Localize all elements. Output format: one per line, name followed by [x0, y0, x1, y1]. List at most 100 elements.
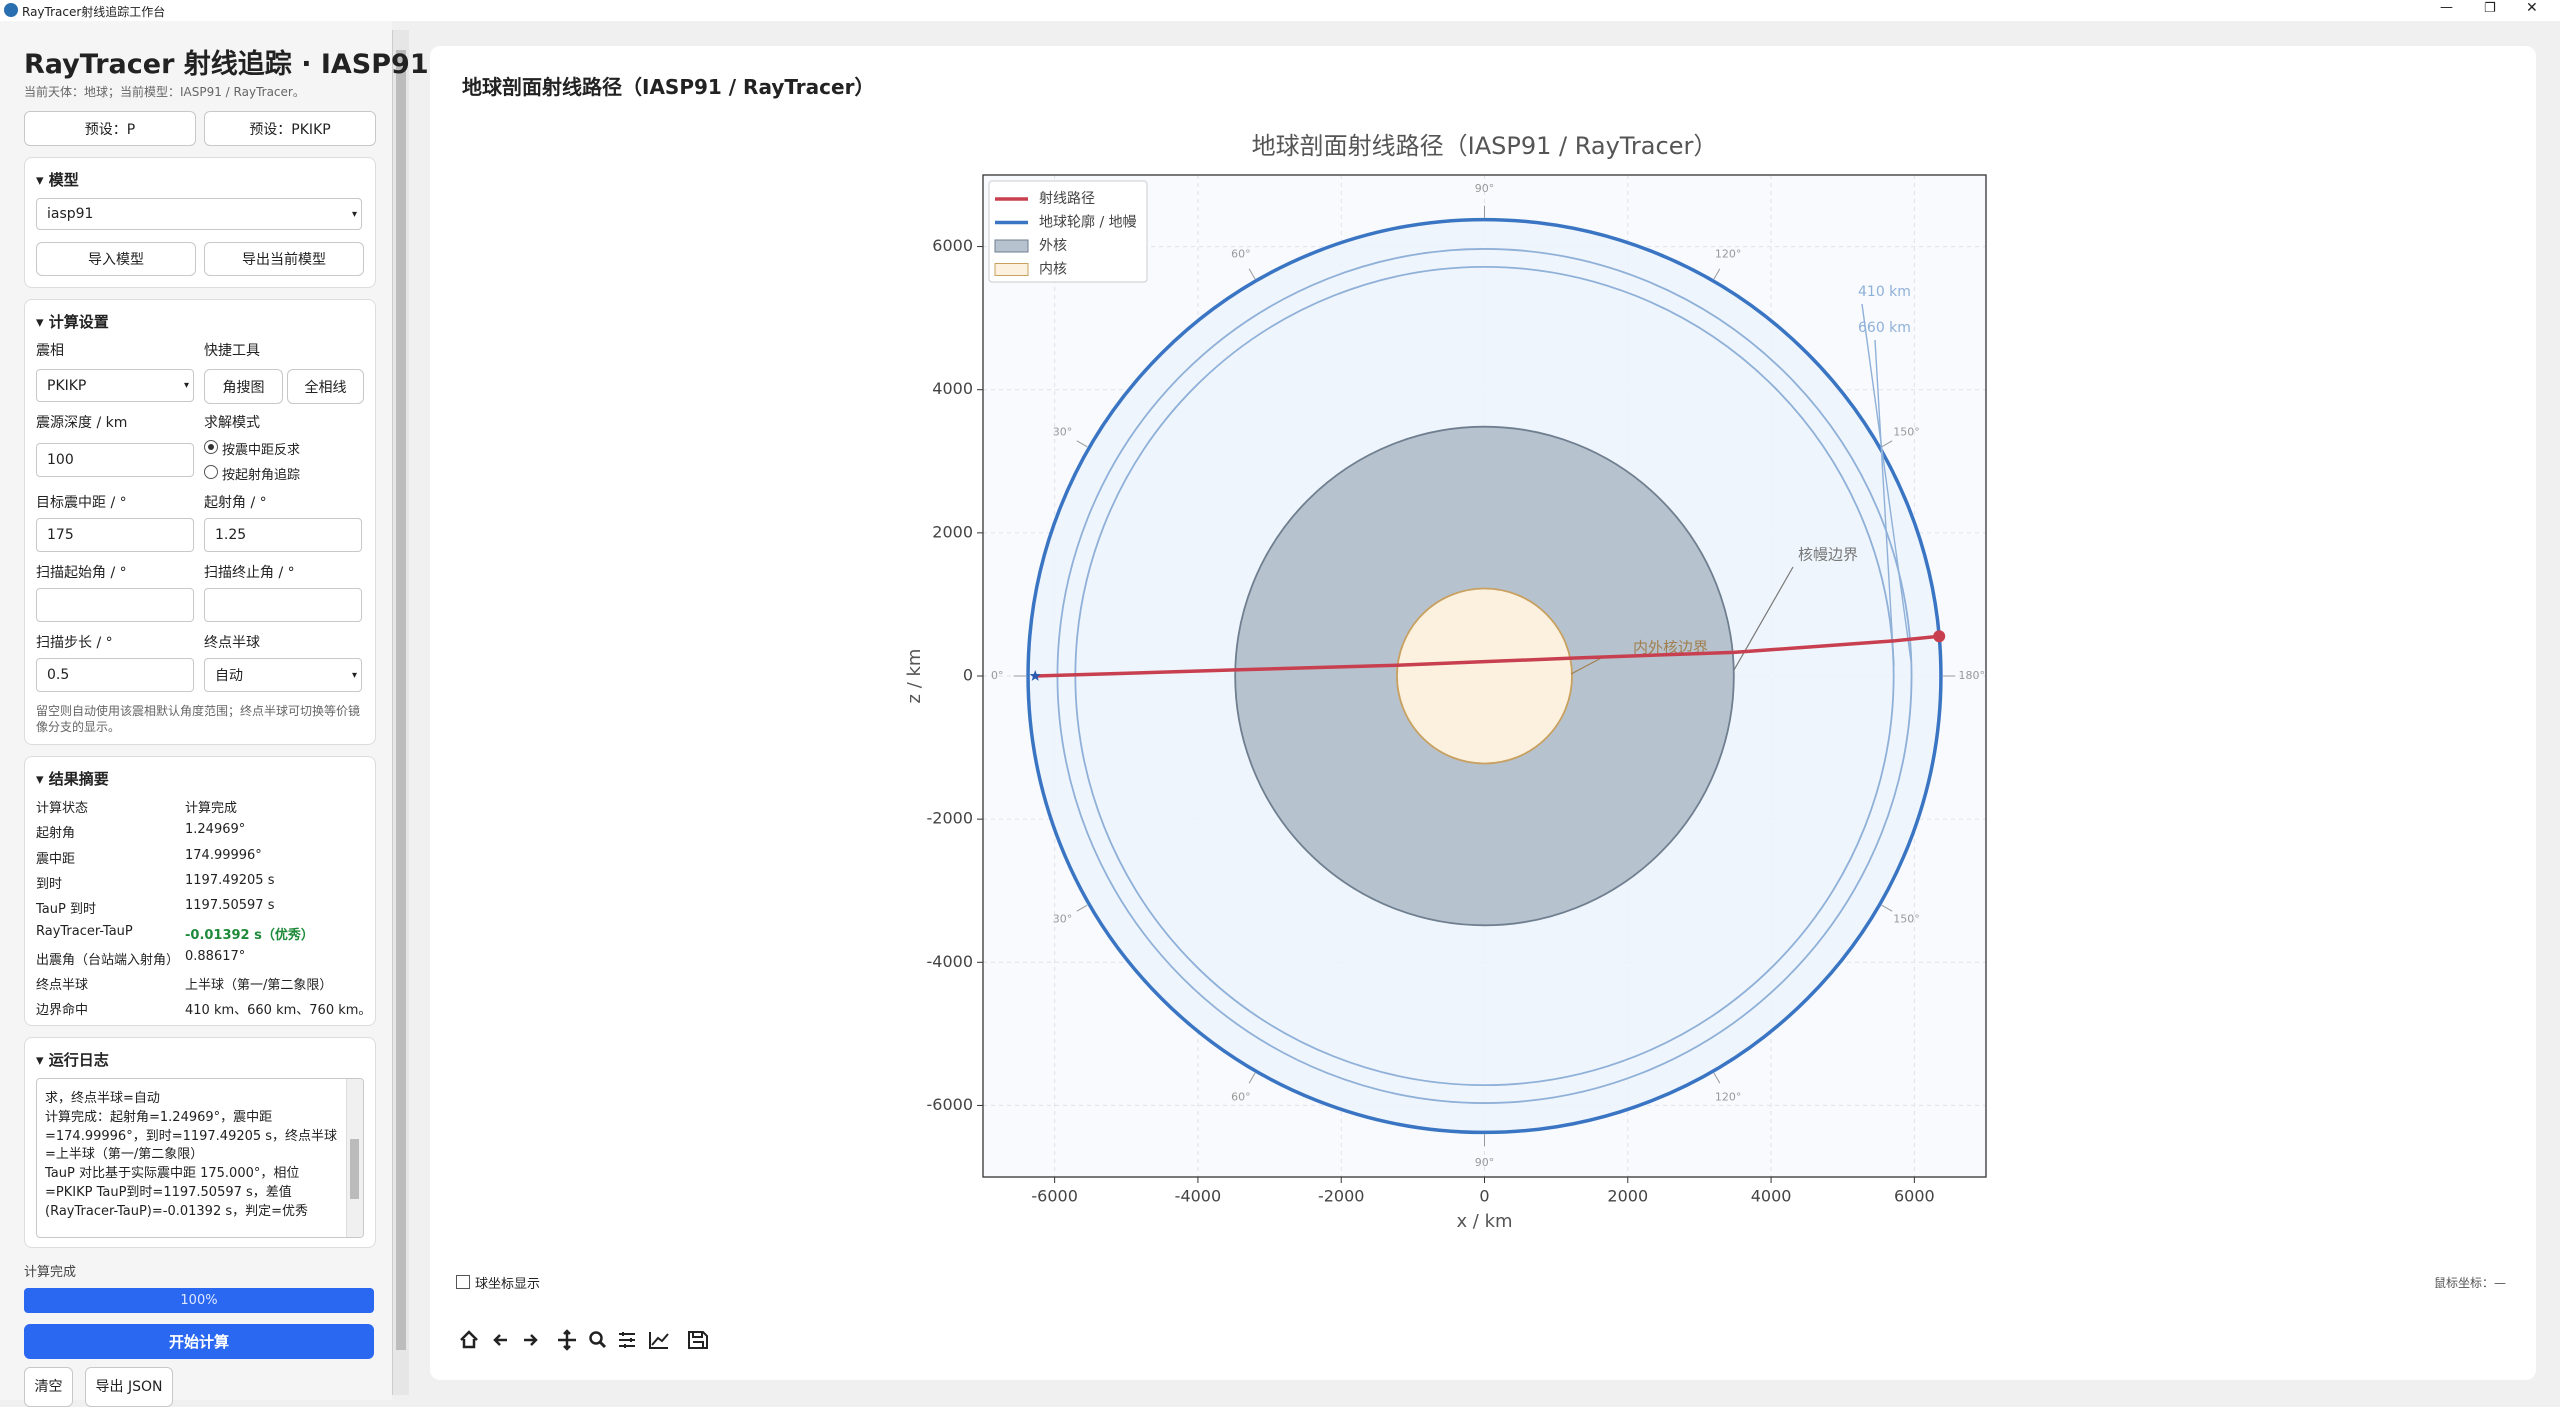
radio[interactable] [204, 465, 218, 479]
scrollbar[interactable] [392, 30, 409, 1395]
summary-key: 计算状态 [36, 801, 89, 816]
radio-label: 按震中距反求 [222, 443, 301, 458]
distance-input[interactable]: 175 [36, 518, 194, 552]
log-line: =PKIKP TauP到时=1197.50597 s，差值 [45, 1185, 292, 1200]
takeoff-input[interactable]: 1.25 [204, 518, 362, 552]
angle-label: 30° [1053, 912, 1073, 925]
sidebar-title: RayTracer 射线追踪 · IASP91 / [24, 49, 448, 80]
field-label: 快捷工具 [204, 343, 260, 359]
scan-start-input[interactable] [36, 588, 194, 622]
log-line: =174.99996°，到时=1197.49205 s，终点半球 [45, 1128, 338, 1144]
angle-label: 90° [1475, 1156, 1495, 1169]
zoom-icon[interactable] [589, 1331, 607, 1349]
ray-path [1035, 634, 1940, 678]
angle-label: 0° [991, 669, 1004, 682]
angle-tick [1076, 904, 1088, 912]
axes-icon[interactable] [649, 1332, 669, 1349]
checkbox[interactable] [456, 1275, 470, 1289]
progress-text: 100% [180, 1293, 218, 1308]
angle-tick [1881, 440, 1893, 448]
y-axis-label: z / km [904, 649, 925, 704]
summary-key: 边界命中 [36, 1003, 89, 1019]
field-label: 震相 [36, 343, 64, 359]
x-tick-label: 6000 [1894, 1187, 1935, 1206]
log-line: (RayTracer-TauP)=-0.01392 s，判定=优秀 [45, 1203, 309, 1219]
summary-value: -0.01392 s（优秀） [185, 927, 314, 943]
summary-value: 上半球（第一/第二象限） [185, 978, 333, 994]
export-model-button[interactable]: 导出当前模型 [204, 242, 364, 276]
pan-icon[interactable] [558, 1329, 576, 1351]
legend-label: 内核 [1039, 262, 1067, 278]
home-icon[interactable] [460, 1330, 478, 1349]
station-marker [1933, 630, 1946, 643]
x-tick-label: -2000 [1318, 1187, 1365, 1206]
log-area[interactable]: 求，终点半球=自动 计算完成：起射角=1.24969°，震中距 =174.99996… [36, 1078, 364, 1238]
model-select[interactable]: iasp91 ▾ [36, 198, 362, 230]
summary-key: 终点半球 [36, 978, 89, 994]
restore[interactable]: ❐ [2484, 1, 2496, 16]
back-icon[interactable] [493, 1334, 507, 1346]
summary-key: RayTracer-TauP [36, 923, 133, 939]
step-input[interactable]: 0.5 [36, 658, 194, 692]
configure-icon[interactable] [619, 1332, 635, 1348]
run-button[interactable]: 开始计算 [24, 1324, 374, 1359]
summary-key: 起射角 [36, 826, 76, 842]
panel-header: 地球剖面射线路径（IASP91 / RayTracer） [462, 75, 875, 99]
tool-button[interactable]: 全相线 [287, 369, 364, 404]
angle-tick [1248, 1072, 1256, 1084]
summary-box [24, 756, 376, 1026]
minimize[interactable]: — [2440, 0, 2453, 15]
summary-value: 1197.50597 s [185, 898, 275, 914]
title-bar: RayTracer射线追踪工作台 — ❐ ✕ [0, 0, 2560, 21]
phase-select[interactable]: PKIKP ▾ [36, 369, 194, 402]
boundary-label: 核幔边界 [1798, 546, 1858, 564]
save-icon[interactable] [688, 1331, 708, 1349]
angle-label: 150° [1893, 426, 1920, 439]
log-line: 计算完成：起射角=1.24969°，震中距 [45, 1109, 273, 1125]
hemisphere-select[interactable]: 自动 ▾ [204, 658, 362, 692]
x-tick-label: 0 [1479, 1187, 1489, 1206]
header-text: 结果摘要 [48, 770, 109, 788]
tool-button[interactable]: 角搜图 [204, 369, 283, 404]
scroll-thumb[interactable] [396, 50, 406, 1350]
y-tick-label: 6000 [932, 236, 973, 255]
note: 像分支的显示。 [36, 720, 121, 734]
section-header: ▾ 运行日志 [36, 1051, 109, 1069]
close[interactable]: ✕ [2526, 0, 2538, 16]
header-text: 计算设置 [48, 313, 109, 331]
log-scrollbar[interactable] [346, 1079, 363, 1237]
section-header: ▾ 模型 [36, 171, 79, 189]
import-button[interactable]: 导入模型 [36, 242, 196, 276]
scan-end-input[interactable] [204, 588, 362, 622]
legend-swatch [994, 263, 1029, 276]
summary-key: 到时 [36, 876, 63, 892]
input-value: 0.5 [47, 667, 70, 683]
preset-button[interactable]: 预设：P [24, 111, 196, 146]
log-line: =上半球（第一/第二象限） [45, 1147, 204, 1163]
angle-tick [1713, 1072, 1721, 1084]
angle-tick [1248, 268, 1256, 280]
leader-line [1874, 339, 1895, 667]
preset-button[interactable]: 预设：PKIKP [204, 111, 376, 146]
angle-label: 180° [1958, 669, 1985, 682]
log-line: TauP 对比基于实际震中距 175.000°，相位 [45, 1166, 300, 1182]
y-tick-label: 2000 [932, 522, 973, 541]
status: 计算完成 [24, 1265, 77, 1280]
select-value: PKIKP [47, 377, 87, 394]
summary-value: 410 km、660 km、760 km。 [185, 1003, 372, 1019]
subtitle: 当前天体：地球；当前模型：IASP91 / RayTracer。 [24, 85, 305, 99]
forward-icon[interactable] [524, 1334, 538, 1346]
angle-label: 30° [1053, 426, 1073, 439]
legend-label: 外核 [1039, 238, 1067, 254]
y-tick-label: 0 [963, 666, 973, 685]
y-tick-label: -4000 [927, 952, 974, 971]
window-title: RayTracer射线追踪工作台 [22, 5, 166, 19]
note: 留空则自动使用该震相默认角度范围；终点半球可切换等价镜 [36, 704, 361, 718]
field-label: 扫描起始角 / ° [36, 565, 127, 581]
radio[interactable] [204, 440, 218, 454]
legend-box [988, 180, 1148, 283]
depth-input[interactable]: 100 [36, 443, 194, 477]
input-value: 175 [47, 527, 74, 543]
summary-value: 1.24969° [185, 822, 246, 838]
leader-line [1570, 655, 1606, 675]
